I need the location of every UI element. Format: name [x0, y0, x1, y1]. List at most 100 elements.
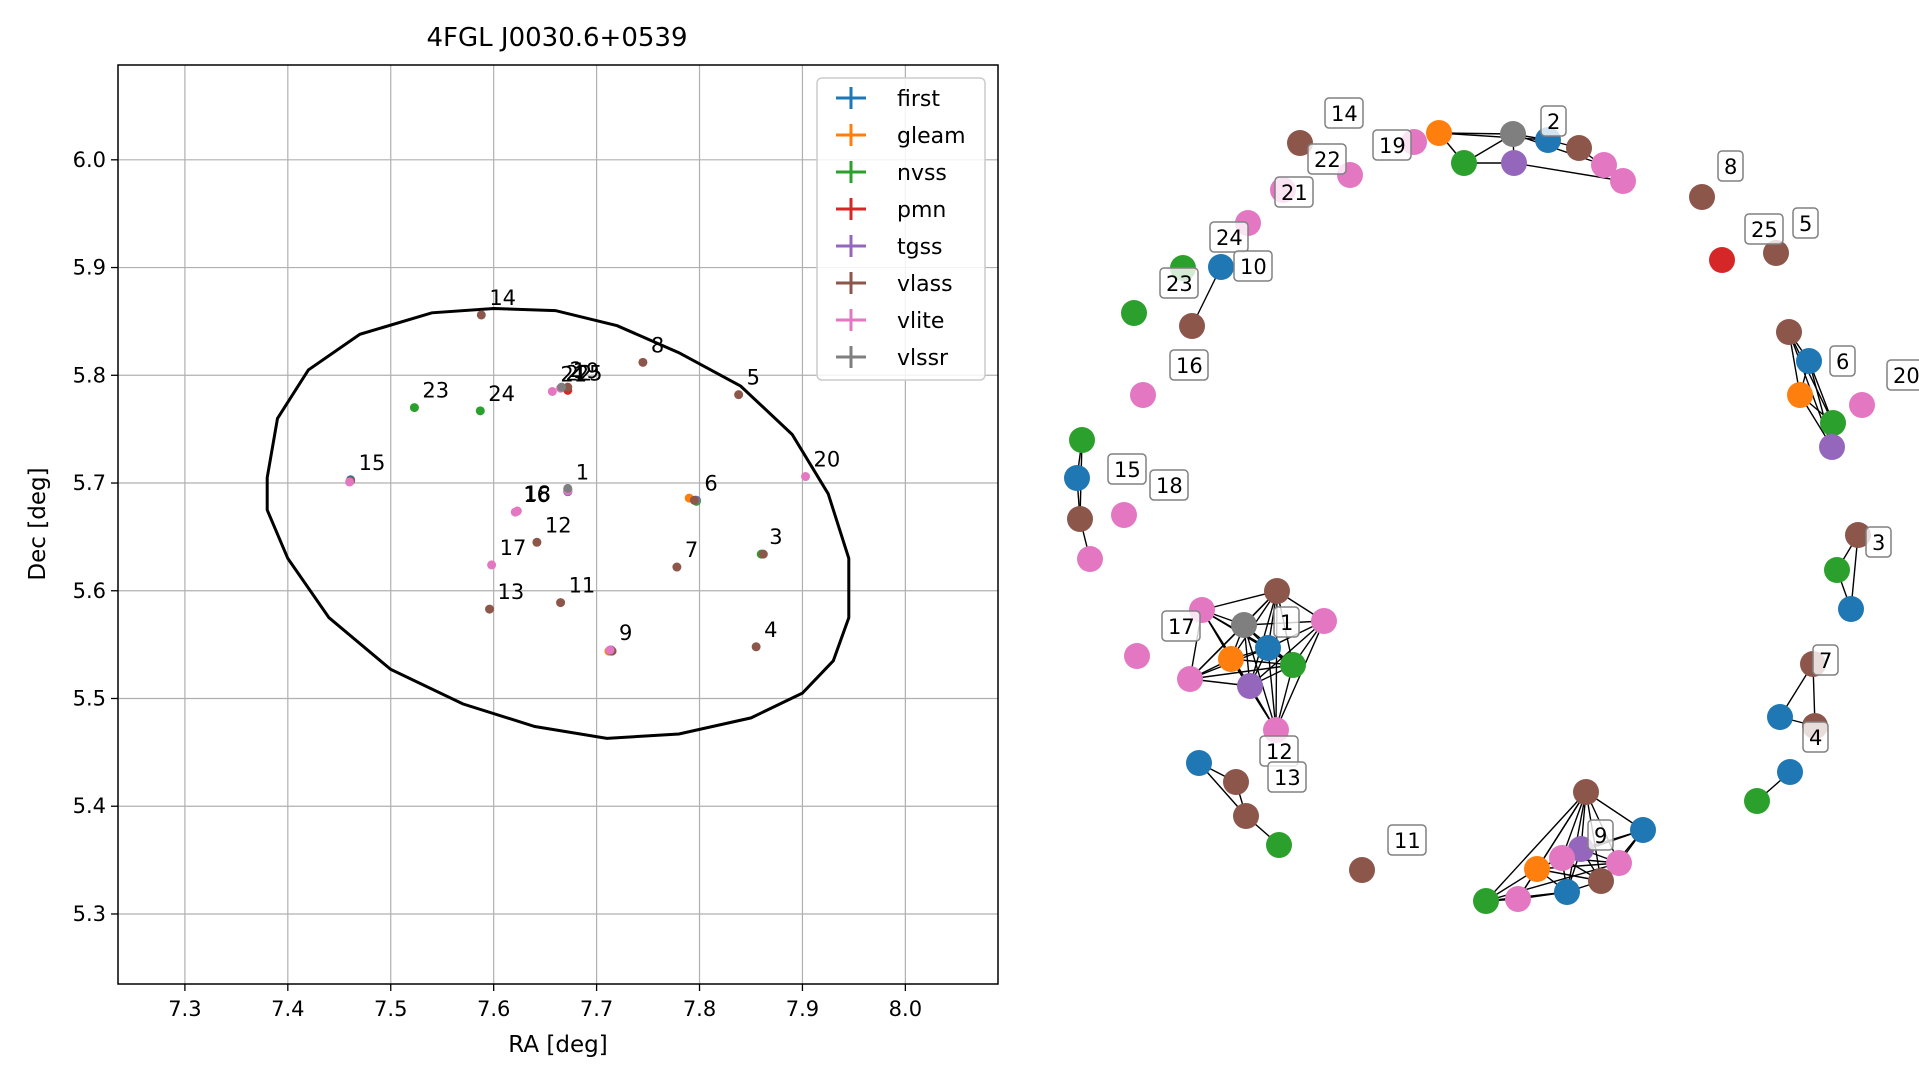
- network-label-box: [1159, 267, 1199, 299]
- point-annotation: 22: [565, 361, 592, 385]
- point-annotation: 24: [488, 382, 515, 406]
- network-label-box: [1792, 207, 1819, 239]
- point-vlssr: [557, 382, 567, 392]
- network-label-box: [1267, 761, 1307, 793]
- network-label: 19: [1372, 129, 1412, 161]
- x-tick-label: 8.0: [889, 997, 922, 1021]
- legend-item-vlite: vlite: [836, 309, 944, 334]
- network-label-text: 23: [1166, 272, 1193, 296]
- network-label-text: 11: [1394, 829, 1421, 853]
- network-label: 23: [1159, 267, 1199, 299]
- plot-frame: [117, 64, 999, 985]
- point-annotation: 15: [359, 451, 386, 475]
- network-node: [1233, 803, 1259, 829]
- legend-label: pmn: [897, 198, 946, 223]
- network-node: [1767, 704, 1793, 730]
- network-edge: [1267, 647, 1277, 731]
- network-node: [1177, 666, 1203, 692]
- network-node: [1709, 247, 1735, 273]
- network-label-text: 1: [1280, 611, 1293, 635]
- network-label-text: 25: [1751, 218, 1778, 242]
- network-label: 21: [1274, 176, 1314, 208]
- network-edge: [1513, 162, 1624, 182]
- network-node: [1838, 596, 1864, 622]
- network-label: 8: [1717, 150, 1744, 182]
- legend-item-nvss: nvss: [836, 161, 947, 186]
- network-label-box: [1274, 176, 1314, 208]
- network-label-text: 12: [1266, 740, 1293, 764]
- network-node: [1237, 673, 1263, 699]
- network-label: 11: [1387, 824, 1427, 856]
- network-label-box: [1161, 610, 1201, 642]
- point-annotation: 13: [498, 580, 525, 604]
- legend-label: vlite: [897, 309, 944, 334]
- network-label-box: [1802, 721, 1829, 753]
- legend-label: nvss: [897, 161, 947, 186]
- network-label: 1: [1273, 606, 1300, 638]
- network-edge: [1485, 791, 1587, 902]
- network-node: [1554, 879, 1580, 905]
- network-node: [1566, 135, 1592, 161]
- legend-label: vlass: [897, 272, 953, 297]
- network-node: [1473, 888, 1499, 914]
- network-node: [1426, 120, 1452, 146]
- x-tick-label: 7.9: [786, 997, 819, 1021]
- point-vlass: [476, 310, 486, 320]
- network-label-text: 19: [1379, 134, 1406, 158]
- point-annotation: 11: [569, 574, 596, 598]
- scatter-panel: 4FGL J0030.6+0539 7.3 7.4 7.5 7.6 7.7 7.8 7.9 8…: [25, 23, 999, 1058]
- point-annotation: 6: [704, 471, 717, 495]
- point-vlass: [734, 390, 744, 400]
- network-node: [1255, 635, 1281, 661]
- network-node: [1505, 886, 1531, 912]
- network-label-box: [1107, 453, 1147, 485]
- point-annotation: 12: [545, 513, 572, 537]
- point-vlass: [485, 604, 495, 614]
- legend-label: tgss: [897, 235, 943, 260]
- legend-label: vlssr: [897, 346, 949, 371]
- network-node: [1588, 868, 1614, 894]
- network-label-text: 21: [1281, 181, 1308, 205]
- network-edges: [1076, 132, 1859, 902]
- point-annotation: 9: [619, 621, 632, 645]
- network-node: [1630, 817, 1656, 843]
- data-points: [345, 310, 811, 656]
- network-label: 9: [1587, 819, 1614, 851]
- network-label: 14: [1324, 97, 1364, 129]
- legend-item-tgss: tgss: [836, 235, 943, 260]
- network-node: [1776, 319, 1802, 345]
- network-label-box: [1812, 644, 1839, 676]
- network-label-box: [1169, 349, 1209, 381]
- network-node: [1451, 150, 1477, 176]
- point-vlite: [547, 386, 557, 396]
- axis-ticks: 7.3 7.4 7.5 7.6 7.7 7.8 7.9 8.0 5.3 5.4 5.5 5.6 5.7 5…: [73, 148, 922, 1021]
- network-label-text: 2: [1547, 110, 1560, 134]
- network-label: 22: [1307, 143, 1347, 175]
- network-label-box: [1717, 150, 1744, 182]
- network-label-box: [1209, 221, 1249, 253]
- network-label: 4: [1802, 721, 1829, 753]
- network-label: 2: [1540, 105, 1567, 137]
- network-node: [1067, 506, 1093, 532]
- network-label-box: [1324, 97, 1364, 129]
- legend-label: gleam: [897, 124, 966, 149]
- network-label-box: [1865, 526, 1892, 558]
- network-node: [1845, 522, 1871, 548]
- network-label-box: [1540, 105, 1567, 137]
- network-node: [1787, 382, 1813, 408]
- network-label-text: 6: [1836, 350, 1849, 374]
- point-vlass: [689, 495, 699, 505]
- network-label-text: 8: [1724, 155, 1737, 179]
- point-vlite: [605, 645, 615, 655]
- point-annotation: 21: [560, 362, 587, 386]
- network-node: [1264, 578, 1290, 604]
- network-edge: [1189, 664, 1294, 680]
- y-tick-label: 5.9: [73, 256, 106, 280]
- network-node: [1501, 150, 1527, 176]
- point-vlite: [487, 560, 497, 570]
- network-edge: [1438, 132, 1549, 141]
- legend-item-first: first: [836, 87, 940, 112]
